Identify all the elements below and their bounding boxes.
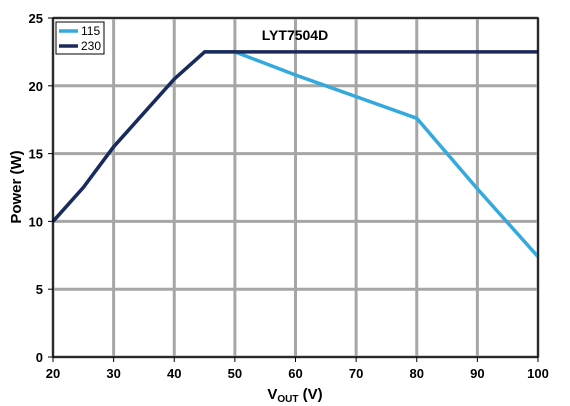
x-tick-label: 40 xyxy=(167,366,181,381)
x-tick-label: 100 xyxy=(527,366,549,381)
x-tick-label: 50 xyxy=(228,366,242,381)
x-tick-label: 60 xyxy=(288,366,302,381)
legend: 115 230 xyxy=(55,21,105,55)
y-axis-title: Power (W) xyxy=(8,150,25,223)
y-tick-label: 25 xyxy=(29,11,43,26)
legend-label-230: 230 xyxy=(81,39,101,53)
x-tick-label: 80 xyxy=(410,366,424,381)
x-tick-label: 20 xyxy=(46,366,60,381)
x-axis-title-unit: (V) xyxy=(298,386,322,403)
series-line-230 xyxy=(51,50,538,223)
x-axis-title-subscript: OUT xyxy=(277,394,298,405)
chart-title: LYT7504D xyxy=(262,27,328,43)
y-tick-label: 5 xyxy=(36,282,43,297)
y-tick-label: 0 xyxy=(36,350,43,365)
x-axis-title-main: V xyxy=(267,386,277,403)
y-tick-label: 20 xyxy=(29,79,43,94)
x-tick-label: 90 xyxy=(470,366,484,381)
y-tick-label: 10 xyxy=(29,214,43,229)
legend-box xyxy=(55,21,105,55)
legend-label-115: 115 xyxy=(81,24,100,38)
x-tick-label: 30 xyxy=(106,366,120,381)
x-tick-label: 70 xyxy=(349,366,363,381)
x-axis-title: VOUT (V) xyxy=(267,386,322,405)
tick-labels: 20 30 40 50 60 70 80 90 100 0 5 10 15 20 25 xyxy=(29,11,549,381)
y-tick-label: 15 xyxy=(29,147,43,162)
series-layer xyxy=(51,50,540,258)
